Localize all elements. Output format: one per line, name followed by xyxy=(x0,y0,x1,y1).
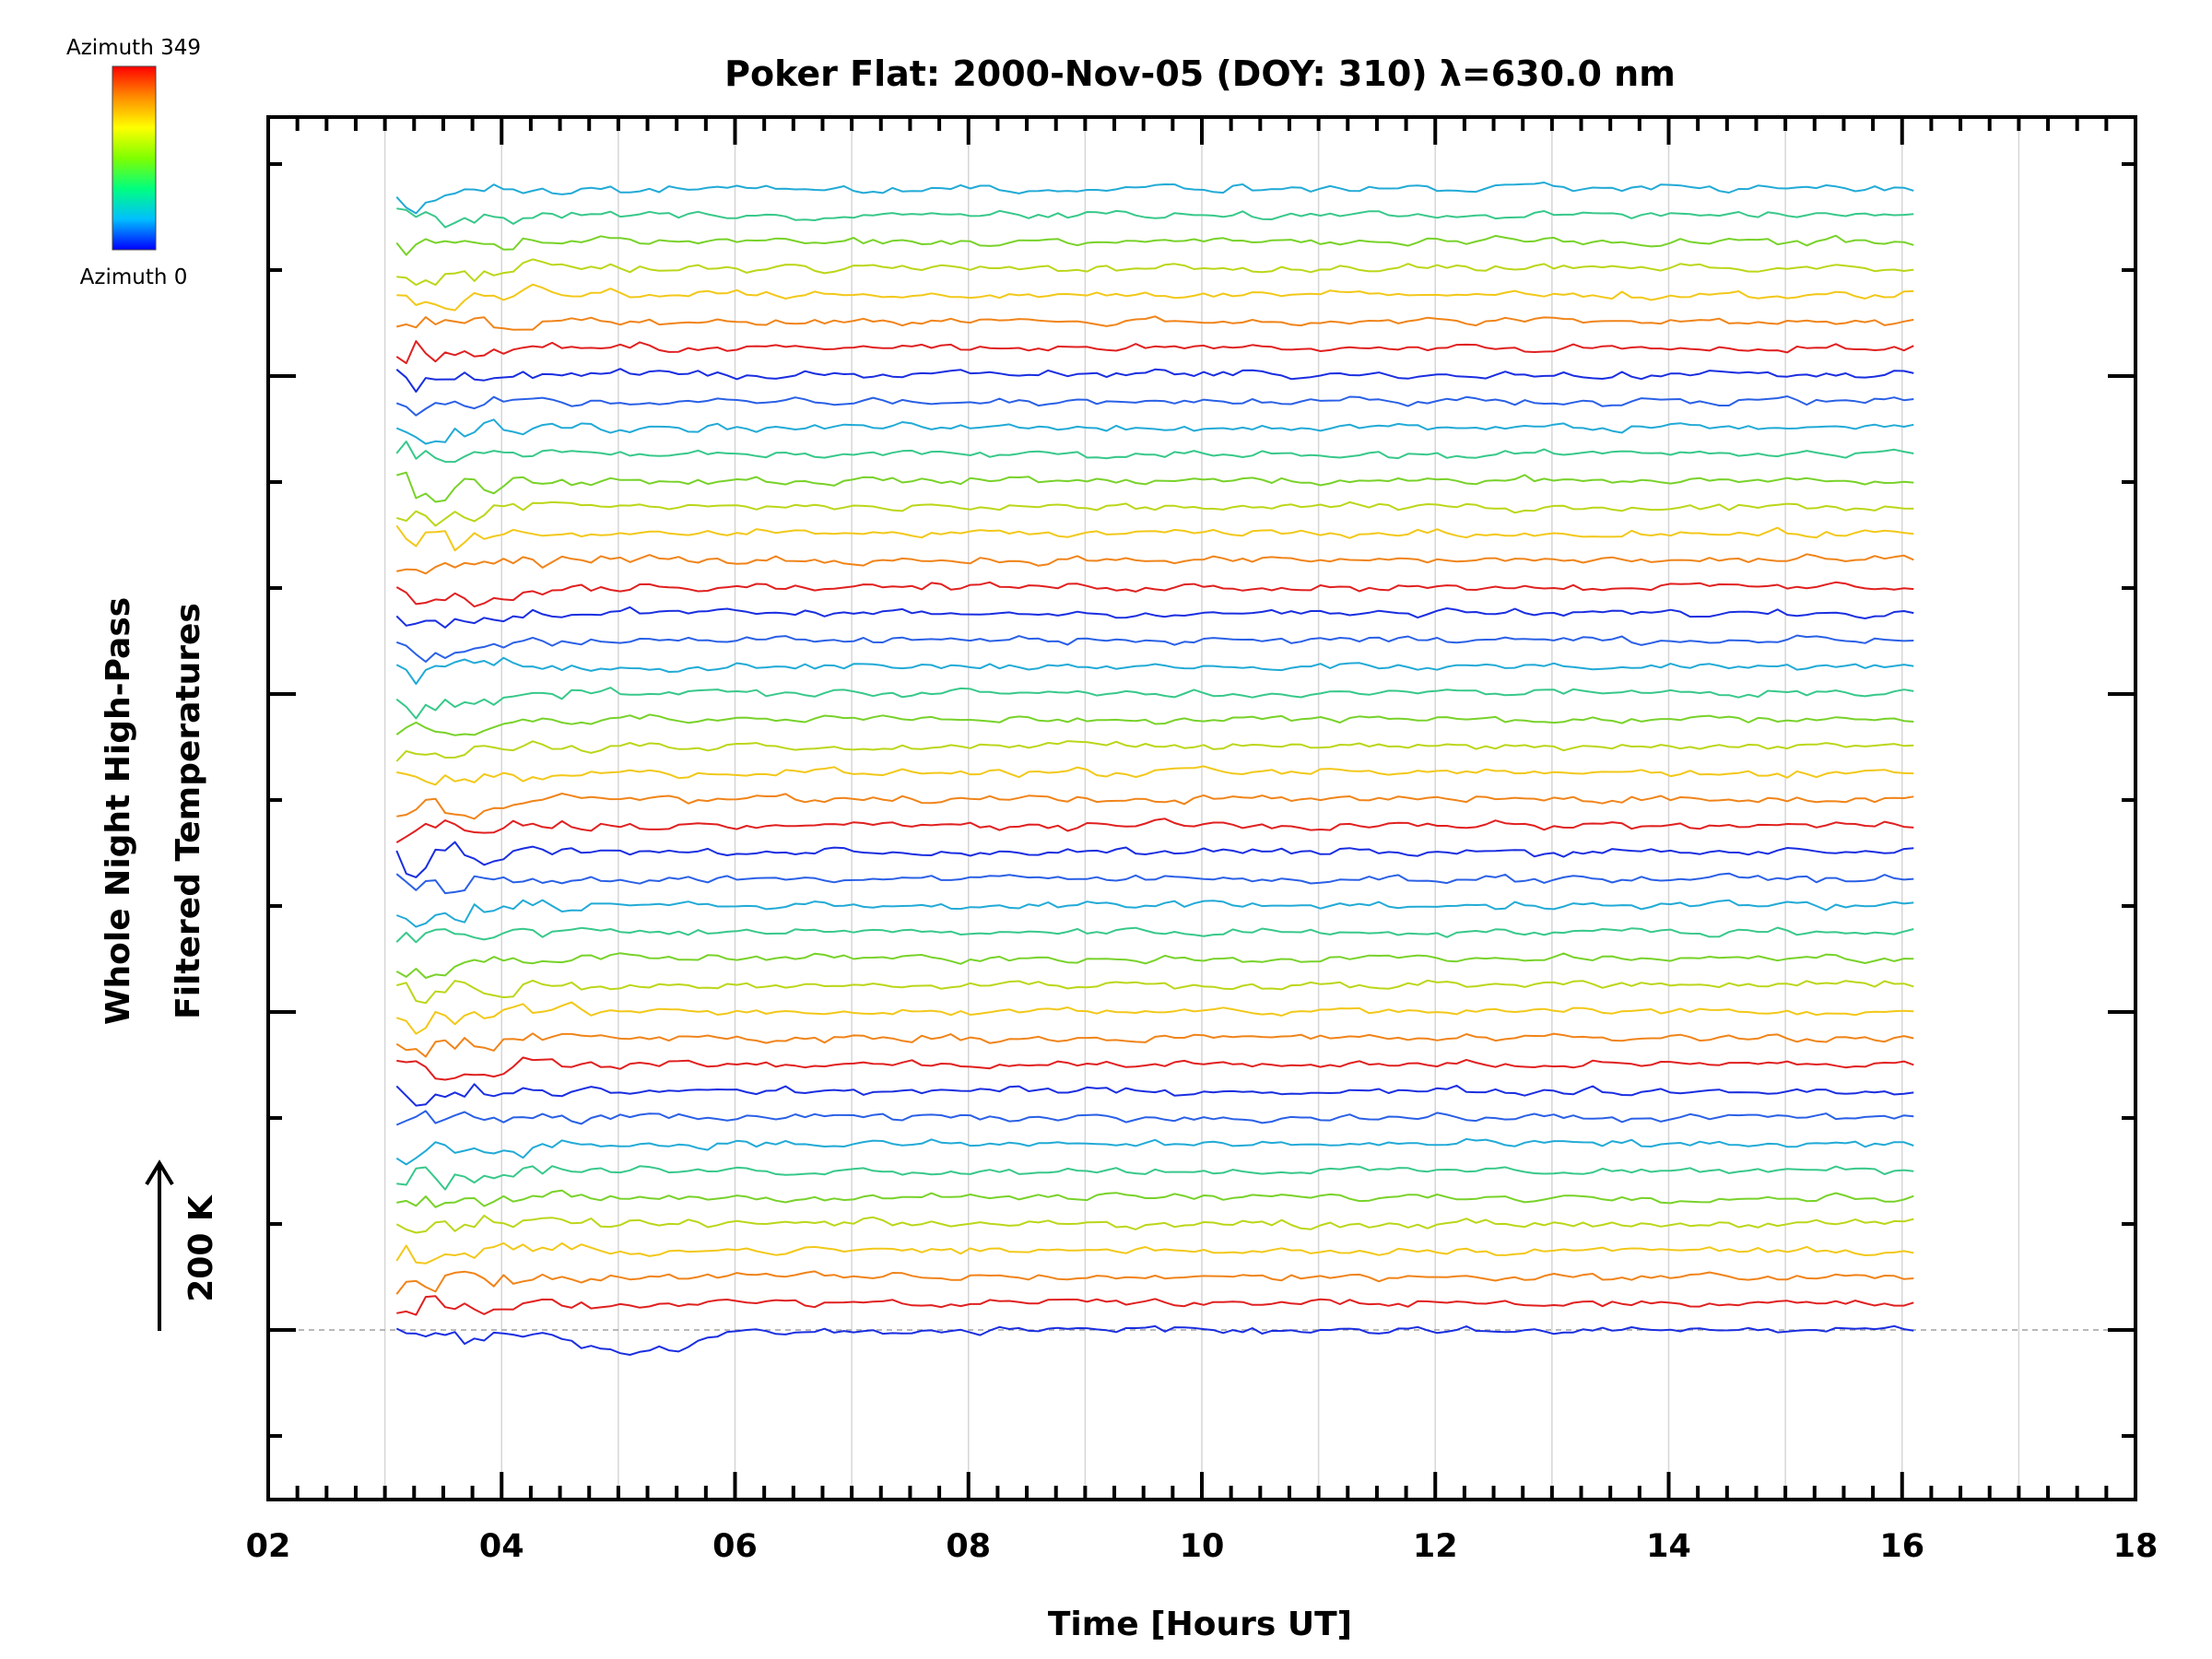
scale-arrow-head xyxy=(145,1159,174,1186)
trace-line xyxy=(396,1295,1914,1316)
chart-title: Poker Flat: 2000-Nov-05 (DOY: 310) λ=630… xyxy=(724,53,1676,94)
grid-lines xyxy=(383,117,2020,1500)
colorbar: Azimuth 349 Azimuth 0 xyxy=(66,36,201,289)
trace-line xyxy=(396,765,1914,786)
x-tick-label: 14 xyxy=(1646,1528,1691,1565)
scale-indicator: 200 K xyxy=(145,1159,220,1331)
trace-line xyxy=(395,926,1914,944)
trace-line xyxy=(395,1241,1914,1265)
trace-line xyxy=(395,1032,1914,1058)
trace-line xyxy=(395,713,1914,736)
trace-line xyxy=(395,1324,1914,1356)
trace-line xyxy=(395,234,1914,256)
trace-line xyxy=(396,553,1914,575)
trace-line xyxy=(395,1110,1914,1126)
trace-line xyxy=(395,441,1914,464)
x-tick-label: 16 xyxy=(1879,1528,1924,1565)
scale-label: 200 K xyxy=(182,1194,220,1302)
trace-line xyxy=(396,1056,1914,1081)
axis-ticks xyxy=(266,117,2137,1500)
trace-line xyxy=(395,418,1914,445)
trace-line xyxy=(396,500,1914,527)
colorbar-top-label: Azimuth 349 xyxy=(66,36,201,60)
trace-line xyxy=(396,315,1914,331)
trace-line xyxy=(395,524,1914,552)
colorbar-bottom-label: Azimuth 0 xyxy=(80,265,188,289)
x-tick-label: 02 xyxy=(246,1528,291,1565)
trace-line xyxy=(396,979,1914,1005)
trace-line xyxy=(396,471,1914,503)
y-axis-label-line1: Whole Night High-Pass xyxy=(100,597,137,1025)
x-axis-label: Time [Hours UT] xyxy=(1048,1606,1352,1643)
trace-line xyxy=(395,340,1914,365)
x-tick-labels: 02 04 06 08 10 12 14 16 18 xyxy=(246,1528,2159,1565)
trace-line xyxy=(395,368,1914,393)
colorbar-gradient-bar xyxy=(112,65,157,251)
x-tick-label: 10 xyxy=(1180,1528,1225,1565)
trace-line xyxy=(395,1270,1914,1295)
trace-line xyxy=(396,258,1914,287)
trace-line xyxy=(395,395,1914,417)
trace-line xyxy=(396,1189,1914,1208)
trace-line xyxy=(395,952,1914,979)
x-tick-label: 08 xyxy=(946,1528,991,1565)
trace-line xyxy=(395,818,1914,843)
trace-line xyxy=(396,793,1914,820)
x-tick-label: 18 xyxy=(2113,1528,2159,1565)
trace-line xyxy=(395,1214,1914,1234)
trace-line xyxy=(396,283,1914,312)
x-tick-label: 12 xyxy=(1413,1528,1458,1565)
trace-line xyxy=(395,606,1914,629)
trace-line xyxy=(395,841,1914,878)
trace-line xyxy=(396,1165,1914,1191)
y-axis-label-line2: Filtered Temperatures xyxy=(170,603,207,1019)
trace-line xyxy=(396,207,1914,229)
trace-line xyxy=(395,581,1914,608)
x-tick-label: 04 xyxy=(479,1528,524,1565)
trace-line xyxy=(395,634,1914,663)
trace-line xyxy=(395,1001,1914,1035)
trace-line xyxy=(395,899,1914,928)
trace-line xyxy=(395,656,1914,685)
trace-series xyxy=(395,182,1914,1356)
trace-line xyxy=(395,1137,1914,1166)
trace-line xyxy=(395,182,1914,215)
x-tick-label: 06 xyxy=(712,1528,758,1565)
trace-line xyxy=(395,740,1914,762)
trace-line xyxy=(395,872,1914,895)
trace-line xyxy=(395,687,1914,720)
trace-line xyxy=(395,1083,1914,1107)
